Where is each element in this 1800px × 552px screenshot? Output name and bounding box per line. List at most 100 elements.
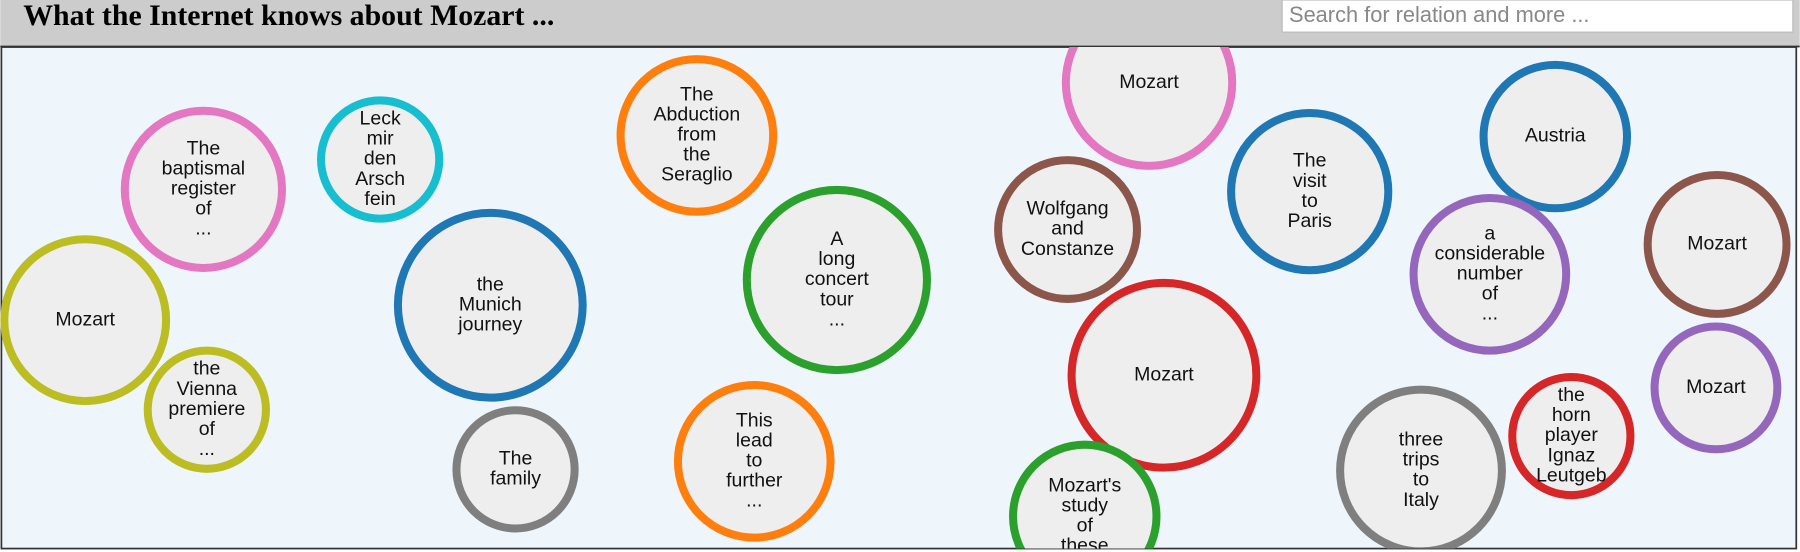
bubble-label[interactable]: Italy: [1403, 489, 1439, 511]
bubble-label[interactable]: Leck: [360, 108, 401, 130]
bubble-label[interactable]: the: [683, 144, 710, 166]
bubble-label[interactable]: den: [364, 148, 397, 170]
bubble-label[interactable]: Abduction: [654, 103, 741, 125]
bubble-node[interactable]: Thisleadtofurther...: [673, 381, 835, 542]
bubble[interactable]: [1336, 385, 1506, 552]
bubble-label[interactable]: of: [1077, 515, 1094, 537]
bubble-label[interactable]: Mozart: [1687, 233, 1747, 255]
bubble-label[interactable]: mir: [367, 128, 395, 150]
bubble-label[interactable]: journey: [457, 314, 522, 336]
bubble-label[interactable]: The: [499, 447, 533, 469]
bubble-label[interactable]: ...: [195, 218, 211, 240]
bubble-label[interactable]: concert: [805, 268, 870, 290]
bubble-label[interactable]: Wolfgang: [1027, 198, 1109, 220]
bubble-label[interactable]: baptismal: [162, 157, 245, 179]
bubble-label[interactable]: A: [830, 228, 843, 250]
bubble[interactable]: [1227, 109, 1393, 275]
bubble[interactable]: [317, 96, 444, 223]
bubble-node[interactable]: theViennapremiereof...: [143, 346, 270, 473]
bubble-label[interactable]: these: [1061, 535, 1109, 552]
bubble-label[interactable]: Mozart: [1119, 71, 1179, 93]
bubble-node[interactable]: Mozart: [1061, 0, 1237, 170]
bubble[interactable]: [120, 106, 287, 272]
bubble-label[interactable]: further: [726, 470, 783, 492]
bubble-label[interactable]: Leutgeb: [1536, 464, 1607, 486]
bubble-label[interactable]: Paris: [1287, 210, 1332, 232]
bubble[interactable]: [1061, 0, 1237, 170]
bubble-label[interactable]: the: [1558, 384, 1585, 406]
bubble-label[interactable]: Mozart's: [1048, 474, 1121, 496]
bubble[interactable]: [393, 208, 587, 402]
bubble[interactable]: [452, 406, 579, 533]
bubble-label[interactable]: study: [1061, 495, 1108, 517]
bubble-label[interactable]: Mozart: [1686, 376, 1746, 398]
bubble-label[interactable]: trips: [1403, 449, 1440, 471]
bubble-node[interactable]: Mozart: [0, 235, 171, 406]
bubble-label[interactable]: ...: [746, 490, 762, 512]
bubble[interactable]: [0, 235, 171, 406]
bubble-label[interactable]: the: [477, 273, 504, 295]
bubble-node[interactable]: Mozart: [1067, 278, 1261, 472]
bubble-label[interactable]: Vienna: [177, 378, 238, 400]
bubble-label[interactable]: visit: [1293, 170, 1327, 192]
bubble-node[interactable]: aconsiderablenumberof...: [1409, 193, 1571, 355]
bubble-label[interactable]: from: [677, 124, 716, 146]
bubble-node[interactable]: Mozart: [1650, 322, 1782, 454]
bubble[interactable]: [1643, 170, 1791, 318]
bubble-label[interactable]: Austria: [1525, 125, 1586, 147]
bubble-label[interactable]: and: [1051, 218, 1084, 240]
bubble-label[interactable]: the: [193, 358, 220, 380]
bubble-label[interactable]: to: [1302, 190, 1318, 212]
bubble-label[interactable]: number: [1457, 262, 1524, 284]
bubble-label[interactable]: three: [1399, 429, 1443, 451]
bubble-node[interactable]: Mozart: [1643, 170, 1791, 318]
bubble-label[interactable]: The: [187, 137, 221, 159]
bubble-label[interactable]: of: [199, 418, 216, 440]
bubble-label[interactable]: family: [490, 468, 541, 490]
bubble-label[interactable]: Constanze: [1021, 238, 1114, 260]
bubble-node[interactable]: Thebaptismalregisterof...: [120, 106, 287, 272]
bubble[interactable]: [616, 55, 778, 216]
bubble-label[interactable]: considerable: [1435, 242, 1546, 264]
bubble-label[interactable]: Arsch: [355, 168, 405, 190]
bubble[interactable]: [1409, 193, 1571, 355]
bubble[interactable]: [1009, 440, 1161, 552]
search-box[interactable]: [1281, 0, 1794, 33]
bubble-label[interactable]: Munich: [459, 293, 522, 315]
bubble-label[interactable]: The: [1293, 150, 1327, 172]
bubble[interactable]: [1650, 322, 1782, 454]
bubble-node[interactable]: Austria: [1479, 60, 1632, 213]
bubble-label[interactable]: Ignaz: [1547, 444, 1595, 466]
bubble-label[interactable]: register: [171, 178, 237, 200]
bubble-label[interactable]: to: [746, 449, 762, 471]
bubble-label[interactable]: lead: [736, 429, 773, 451]
bubble-label[interactable]: ...: [829, 308, 845, 330]
bubble-node[interactable]: Alongconcerttour...: [742, 185, 931, 375]
bubble[interactable]: [143, 346, 270, 473]
bubble[interactable]: [1508, 372, 1635, 500]
search-placeholder[interactable]: Search for relation and more ...: [1289, 2, 1589, 27]
bubble[interactable]: [1067, 278, 1261, 472]
bubble[interactable]: [1479, 60, 1632, 213]
bubble-label[interactable]: of: [195, 198, 212, 220]
bubble-label[interactable]: fein: [364, 188, 395, 210]
bubble-label[interactable]: long: [818, 248, 855, 270]
bubble-label[interactable]: of: [1482, 283, 1499, 305]
bubble-label[interactable]: to: [1413, 469, 1429, 491]
bubble-label[interactable]: ...: [199, 438, 215, 460]
bubble-label[interactable]: The: [680, 83, 714, 105]
bubble-label[interactable]: a: [1484, 222, 1495, 244]
bubble-label[interactable]: horn: [1552, 404, 1591, 426]
bubble[interactable]: [742, 185, 931, 375]
bubble-label[interactable]: Mozart: [1134, 363, 1194, 385]
bubble[interactable]: [673, 381, 835, 542]
